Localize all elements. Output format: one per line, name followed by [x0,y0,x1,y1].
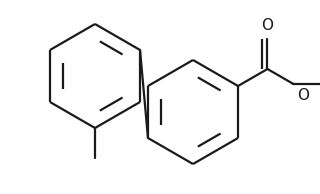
Text: O: O [261,18,274,33]
Text: O: O [298,88,309,103]
